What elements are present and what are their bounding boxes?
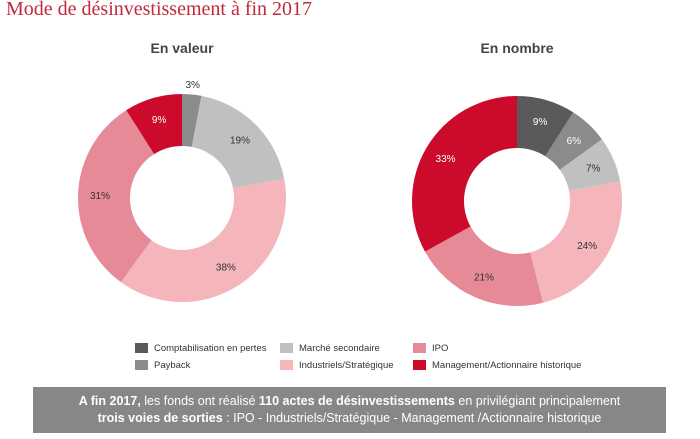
donut-slice-industriels-strat-gique: [530, 181, 622, 303]
legend: Comptabilisation en pertes Payback March…: [135, 341, 615, 375]
legend-item-ipo: IPO: [413, 341, 448, 355]
donut-slice-ipo: [77, 110, 155, 283]
banner-bold-text: 110 actes de désinvestissements: [258, 394, 455, 408]
slice-label: 21%: [474, 273, 494, 284]
slice-label: 7%: [586, 164, 601, 175]
donut-slice-industriels-strat-gique: [120, 178, 286, 302]
legend-label: Management/Actionnaire historique: [432, 359, 582, 371]
legend-swatch: [135, 343, 148, 353]
donut-slice-ipo: [424, 226, 544, 306]
legend-item-management: Management/Actionnaire historique: [413, 358, 581, 372]
banner-text: : IPO - Industriels/Stratégique - Manage…: [222, 411, 602, 425]
legend-swatch: [413, 343, 426, 353]
slice-label: 31%: [90, 191, 110, 202]
legend-swatch: [135, 360, 148, 370]
donut-slice-comptabilisation-en-pertes: [517, 96, 574, 157]
donut-slice-payback: [182, 94, 202, 147]
page-title: Mode de désinvestissement à fin 2017: [6, 0, 313, 20]
legend-swatch: [280, 360, 293, 370]
slice-label: 19%: [230, 136, 250, 147]
legend-item-comptabilisation: Comptabilisation en pertes: [135, 341, 266, 355]
slice-label: 24%: [577, 241, 597, 252]
legend-item-payback: Payback: [135, 358, 190, 372]
donut-slice-payback: [545, 112, 602, 170]
banner-bold-text: A fin 2017,: [78, 394, 141, 408]
banner-text: en privilégiant principalement: [454, 394, 621, 408]
legend-swatch: [413, 360, 426, 370]
legend-label: Comptabilisation en pertes: [154, 342, 267, 354]
legend-label: Industriels/Stratégique: [299, 359, 394, 371]
donut-en-valeur: 3% 19% 38% 31% 9%: [77, 80, 286, 302]
banner-line-1: A fin 2017, les fonds ont réalisé 110 ac…: [33, 393, 666, 410]
slice-label: 38%: [216, 263, 236, 274]
legend-item-marche-secondaire: Marché secondaire: [280, 341, 380, 355]
slice-label: 9%: [533, 117, 548, 128]
donut-charts: 3% 19% 38% 31% 9% 9% 6% 7% 24% 21% 33%: [77, 80, 622, 306]
donut-slice-march-secondaire: [559, 139, 621, 192]
slice-label: 33%: [436, 154, 456, 165]
banner-text: les fonds ont réalisé: [140, 394, 259, 408]
legend-label: Marché secondaire: [299, 342, 380, 354]
banner-line-2: trois voies de sorties : IPO - Industrie…: [33, 410, 666, 427]
summary-banner: A fin 2017, les fonds ont réalisé 110 ac…: [33, 387, 666, 433]
donut-slice-march-secondaire: [191, 95, 285, 189]
legend-item-industriels: Industriels/Stratégique: [280, 358, 394, 372]
donut-en-nombre: 9% 6% 7% 24% 21% 33%: [412, 96, 622, 306]
donut-slice-management-actionnaire-historique: [412, 96, 517, 252]
legend-label: Payback: [154, 359, 191, 371]
legend-label: IPO: [432, 342, 449, 354]
slice-label: 3%: [186, 80, 201, 91]
banner-bold-text: trois voies de sorties: [97, 411, 223, 425]
legend-swatch: [280, 343, 293, 353]
slice-label: 9%: [152, 115, 167, 126]
chart-title-en-valeur: En valeur: [150, 40, 214, 56]
chart-title-en-nombre: En nombre: [480, 40, 554, 56]
donut-slice-management-actionnaire-historique: [126, 94, 182, 155]
slice-label: 6%: [567, 136, 582, 147]
